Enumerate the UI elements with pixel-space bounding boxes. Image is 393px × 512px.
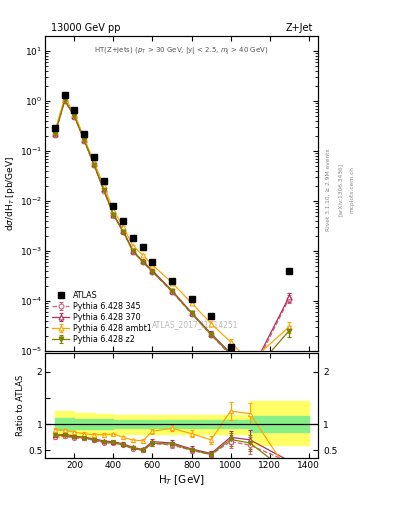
Line: ATLAS: ATLAS xyxy=(52,92,292,369)
Text: Rivet 3.1.10, ≥ 2.9M events: Rivet 3.1.10, ≥ 2.9M events xyxy=(326,148,331,231)
Text: Z+Jet: Z+Jet xyxy=(285,23,313,33)
Text: [arXiv:1306.3436]: [arXiv:1306.3436] xyxy=(338,163,342,216)
Y-axis label: d$\sigma$/dH$_T$ [pb/GeV]: d$\sigma$/dH$_T$ [pb/GeV] xyxy=(4,156,17,231)
X-axis label: H$_T$ [GeV]: H$_T$ [GeV] xyxy=(158,473,205,486)
ATLAS xyxy=(72,107,77,113)
ATLAS xyxy=(287,268,292,274)
ATLAS xyxy=(170,278,174,284)
ATLAS xyxy=(248,362,252,369)
ATLAS xyxy=(92,154,96,160)
Text: ATLAS_2017_I1514251: ATLAS_2017_I1514251 xyxy=(152,319,239,329)
ATLAS xyxy=(150,259,155,265)
Text: HT(Z+jets) ($p_T$ > 30 GeV, |y| < 2.5, $m_j$ > 40 GeV): HT(Z+jets) ($p_T$ > 30 GeV, |y| < 2.5, $… xyxy=(94,45,269,57)
Y-axis label: Ratio to ATLAS: Ratio to ATLAS xyxy=(16,375,25,436)
ATLAS xyxy=(101,178,106,184)
ATLAS xyxy=(82,131,86,137)
Legend: ATLAS, Pythia 6.428 345, Pythia 6.428 370, Pythia 6.428 ambt1, Pythia 6.428 z2: ATLAS, Pythia 6.428 345, Pythia 6.428 37… xyxy=(48,288,155,348)
ATLAS xyxy=(130,235,135,241)
ATLAS xyxy=(53,125,57,132)
ATLAS xyxy=(62,92,67,98)
ATLAS xyxy=(189,295,194,302)
ATLAS xyxy=(228,344,233,350)
ATLAS xyxy=(140,244,145,250)
ATLAS xyxy=(111,203,116,209)
ATLAS xyxy=(209,313,213,319)
Text: mcplots.cern.ch: mcplots.cern.ch xyxy=(349,166,354,213)
Text: 13000 GeV pp: 13000 GeV pp xyxy=(51,23,120,33)
ATLAS xyxy=(121,218,126,224)
